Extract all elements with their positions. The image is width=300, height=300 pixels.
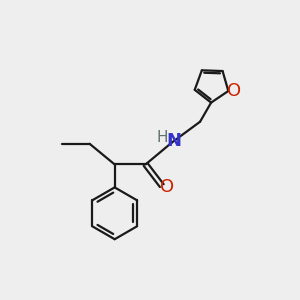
Text: H: H [157,130,168,146]
Text: O: O [226,82,241,100]
Text: O: O [160,178,174,196]
Text: N: N [166,132,181,150]
